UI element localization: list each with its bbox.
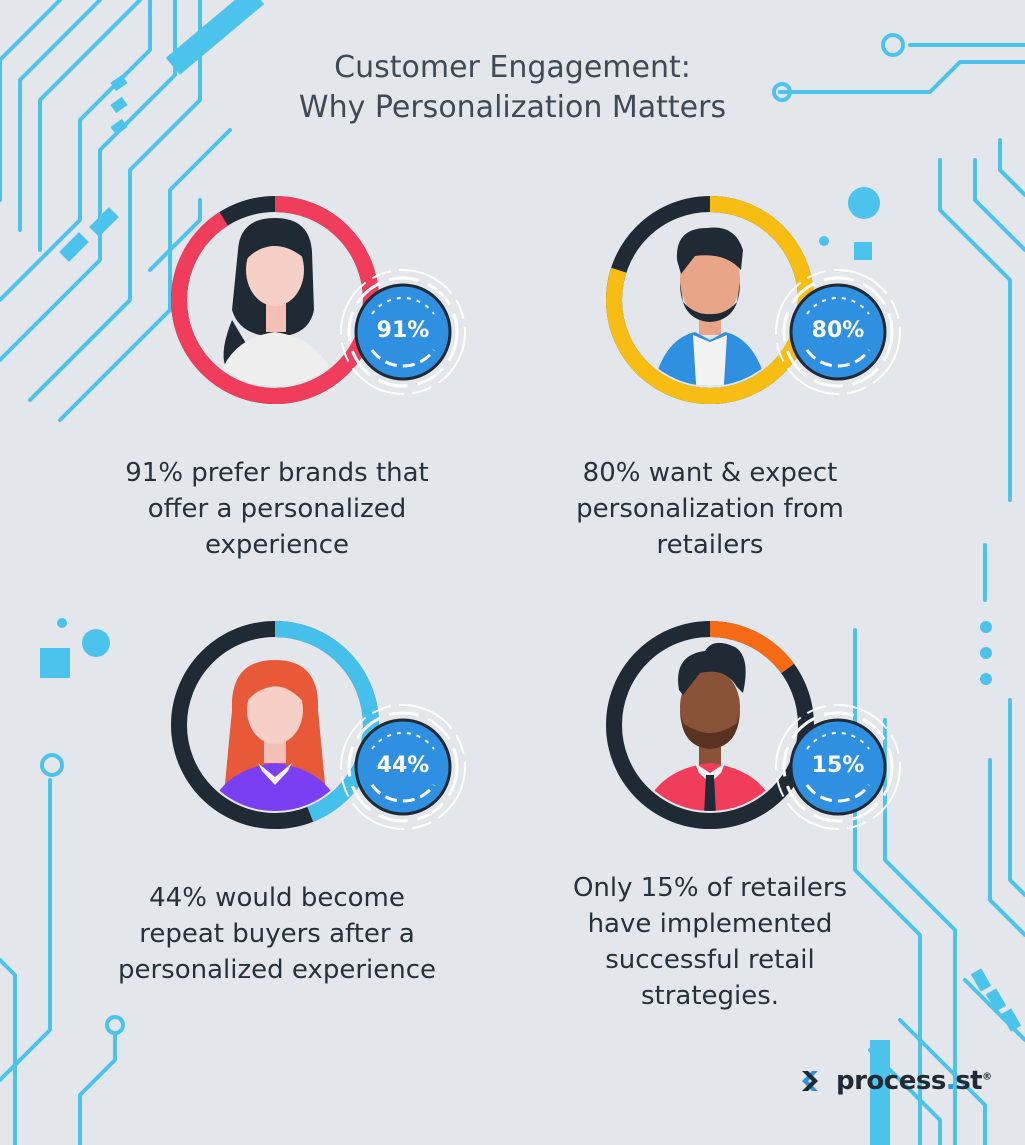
stat-text-44: 44% would become repeat buyers after a p… xyxy=(77,880,477,988)
percent-label: 80% xyxy=(811,318,865,343)
stat-line: have implemented xyxy=(587,909,833,939)
stat-line: 80% want & expect xyxy=(582,458,838,488)
page-title: Customer Engagement: Why Personalization… xyxy=(0,48,1025,128)
percent-label: 91% xyxy=(376,318,430,343)
stat-line: 44% would become xyxy=(149,883,405,913)
percent-badge xyxy=(340,704,466,830)
stat-line: repeat buyers after a xyxy=(139,919,415,949)
stat-text-15: Only 15% of retailers have implemented s… xyxy=(510,870,910,1014)
ring-progress xyxy=(606,621,814,829)
percent-label: 15% xyxy=(811,753,865,778)
percent-badge xyxy=(775,269,901,395)
stat-line: personalization from xyxy=(576,494,844,524)
stat-line: offer a personalized xyxy=(147,494,407,524)
stat-line: Only 15% of retailers xyxy=(572,873,848,903)
process-st-logo[interactable]: process.st® xyxy=(800,1063,992,1099)
stat-card-91: 91% xyxy=(160,190,500,450)
stat-card-15: 15% xyxy=(595,615,935,875)
title-line-1: Customer Engagement: xyxy=(334,50,691,85)
stat-text-91: 91% prefer brands that offer a personali… xyxy=(77,455,477,563)
percent-badge xyxy=(340,269,466,395)
stat-line: personalized experience xyxy=(117,955,437,985)
stat-line: strategies. xyxy=(640,981,780,1011)
stat-line: 91% prefer brands that xyxy=(125,458,429,488)
stat-line: successful retail xyxy=(605,945,815,975)
percent-badge xyxy=(775,704,901,830)
stat-line: retailers xyxy=(656,530,764,560)
stat-text-80: 80% want & expect personalization from r… xyxy=(510,455,910,563)
stat-card-80: 80% xyxy=(595,190,935,450)
stat-line: experience xyxy=(204,530,350,560)
percent-label: 44% xyxy=(376,753,430,778)
stat-card-44: 44% xyxy=(160,615,500,875)
logo-mark-icon xyxy=(802,1071,818,1091)
title-line-2: Why Personalization Matters xyxy=(298,90,727,125)
logo-text: process.st® xyxy=(836,1066,992,1096)
